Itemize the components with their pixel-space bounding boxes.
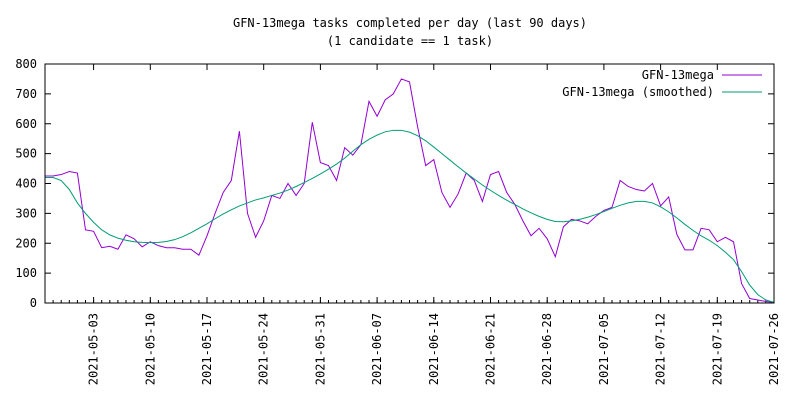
x-tick-label: 2021-06-07: [370, 313, 384, 385]
y-tick-label: 300: [15, 206, 37, 220]
x-axis: 2021-05-03 2021-05-10 2021-05-17 2021-05-24…: [44, 64, 781, 385]
legend: GFN-13mega GFN-13mega (smoothed): [562, 68, 762, 99]
series-line-smoothed: [45, 129, 775, 303]
legend-label-raw: GFN-13mega: [642, 68, 714, 82]
y-tick-label: 600: [15, 117, 37, 131]
x-tick-label: 2021-05-24: [257, 313, 271, 385]
legend-label-smoothed: GFN-13mega (smoothed): [562, 85, 714, 99]
chart-subtitle: (1 candidate == 1 task): [327, 34, 493, 48]
y-tick-label: 500: [15, 147, 37, 161]
x-tick-label: 2021-07-05: [597, 313, 611, 385]
plot-frame: [44, 63, 775, 304]
y-tick-label: 0: [30, 296, 37, 310]
chart-title: GFN-13mega tasks completed per day (last…: [233, 16, 587, 30]
x-tick-label: 2021-07-26: [767, 313, 781, 385]
series-line-raw: [45, 78, 775, 303]
x-tick-label: 2021-05-17: [200, 313, 214, 385]
x-tick-label: 2021-07-12: [654, 313, 668, 385]
y-tick-label: 200: [15, 236, 37, 250]
x-tick-label: 2021-06-21: [484, 313, 498, 385]
y-tick-label: 400: [15, 177, 37, 191]
y-tick-label: 700: [15, 87, 37, 101]
x-tick-label: 2021-05-10: [143, 313, 157, 385]
x-tick-label: 2021-07-19: [710, 313, 724, 385]
x-tick-label: 2021-05-31: [313, 313, 327, 385]
x-tick-label: 2021-05-03: [87, 313, 101, 385]
y-tick-label: 800: [15, 57, 37, 71]
x-tick-label: 2021-06-28: [540, 313, 554, 385]
y-axis: 0 100 200 300 400 500 600 700 800: [15, 57, 774, 310]
y-tick-label: 100: [15, 266, 37, 280]
x-tick-label: 2021-06-14: [427, 313, 441, 385]
